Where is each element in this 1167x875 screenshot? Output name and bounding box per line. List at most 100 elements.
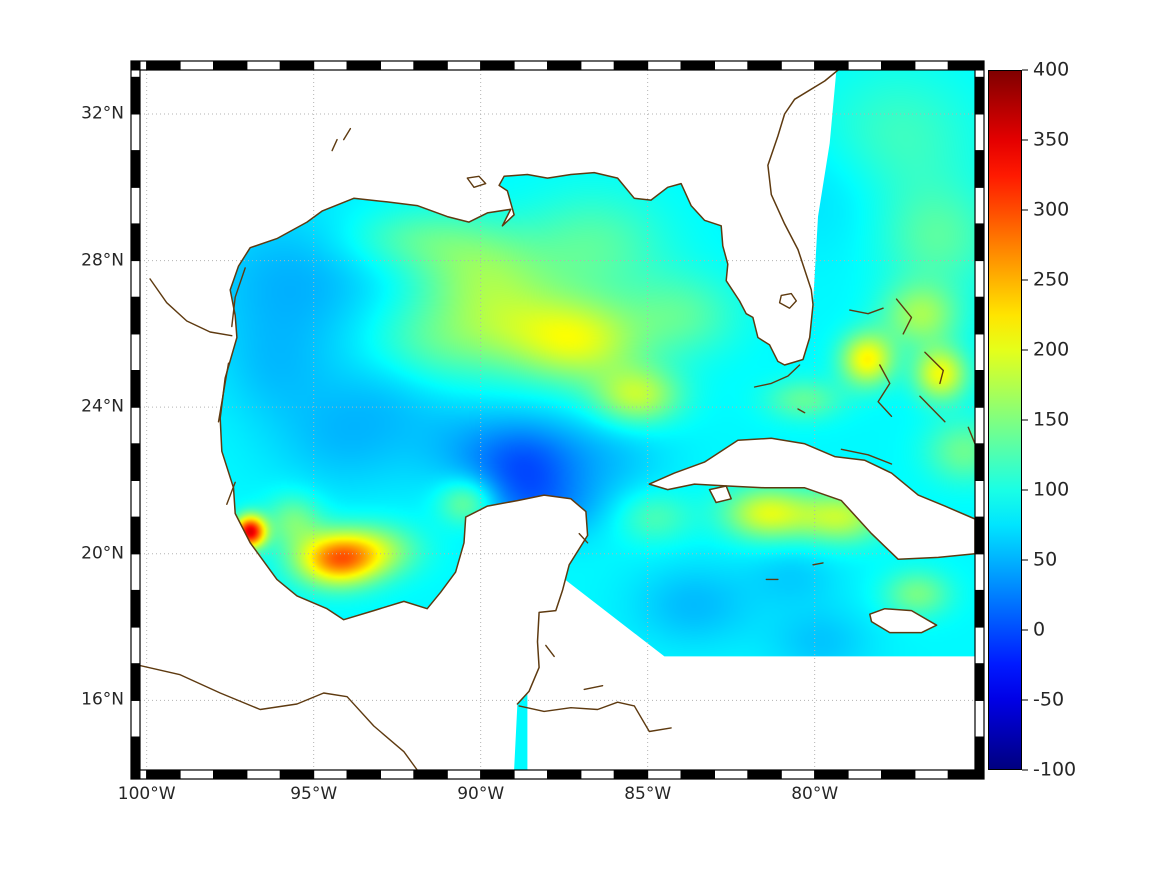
zebra-segment xyxy=(947,60,976,71)
colorbar-tick-label: 350 xyxy=(1033,128,1070,151)
zebra-segment xyxy=(613,769,649,780)
zebra-segment xyxy=(513,769,548,780)
zebra-segment xyxy=(130,260,141,298)
heatmap-canvas xyxy=(140,70,975,770)
zebra-segment xyxy=(179,769,215,780)
y-tick-label: 24°N xyxy=(81,396,124,417)
zebra-segment xyxy=(346,769,382,780)
colorbar-tick-mark xyxy=(1022,419,1028,421)
zebra-segment xyxy=(974,186,985,225)
zebra-segment xyxy=(974,589,985,628)
colorbar-tick-mark xyxy=(1022,349,1028,351)
colorbar-tick-label: -50 xyxy=(1033,688,1065,711)
zebra-segment xyxy=(139,769,148,780)
zebra-segment xyxy=(547,769,582,780)
zebra-segment xyxy=(480,60,515,71)
zebra-segment xyxy=(714,60,749,71)
x-tick-label: 85°W xyxy=(624,784,672,804)
zebra-segment xyxy=(580,769,615,780)
zebra-segment xyxy=(139,60,148,71)
zebra-segment xyxy=(814,60,849,71)
colorbar xyxy=(988,70,1022,770)
zebra-segment xyxy=(130,150,141,188)
zebra-segment xyxy=(130,60,141,71)
zebra-segment xyxy=(714,769,749,780)
zebra-segment xyxy=(780,60,816,71)
zebra-segment xyxy=(513,60,548,71)
zebra-segment xyxy=(213,769,248,780)
zebra-segment xyxy=(974,113,985,152)
zebra-segment xyxy=(130,186,141,225)
zebra-segment xyxy=(279,769,315,780)
colorbar-tick-mark xyxy=(1022,629,1028,631)
zebra-segment xyxy=(974,480,985,518)
zebra-segment xyxy=(974,406,985,445)
colorbar-tick-label: 50 xyxy=(1033,548,1058,571)
x-tick-label: 100°W xyxy=(117,784,176,804)
colorbar-tick-label: 100 xyxy=(1033,478,1070,501)
zebra-segment xyxy=(130,76,141,115)
zebra-segment xyxy=(847,769,882,780)
colorbar-tick-label: 150 xyxy=(1033,408,1070,431)
zebra-segment xyxy=(974,370,985,408)
zebra-segment xyxy=(974,60,985,71)
zebra-segment xyxy=(446,60,482,71)
zebra-segment xyxy=(279,60,315,71)
colorbar-tick-label: -100 xyxy=(1033,758,1077,781)
colorbar-tick-mark xyxy=(1022,139,1028,141)
zebra-segment xyxy=(480,769,515,780)
zebra-segment xyxy=(130,223,141,261)
zebra-segment xyxy=(881,769,916,780)
zebra-segment xyxy=(680,769,715,780)
x-tick-label: 90°W xyxy=(457,784,505,804)
zebra-segment xyxy=(974,769,985,780)
zebra-segment xyxy=(130,769,141,780)
zebra-segment xyxy=(130,663,141,701)
zebra-segment xyxy=(313,60,348,71)
zebra-segment xyxy=(146,769,181,780)
zebra-segment xyxy=(346,60,382,71)
y-tick-label: 32°N xyxy=(81,103,124,124)
zebra-segment xyxy=(130,333,141,371)
zebra-segment xyxy=(413,60,448,71)
colorbar-tick-mark xyxy=(1022,489,1028,491)
zebra-segment xyxy=(747,769,782,780)
zebra-segment xyxy=(146,60,181,71)
zebra-segment xyxy=(974,626,985,665)
zebra-segment xyxy=(547,60,582,71)
zebra-segment xyxy=(130,699,141,738)
colorbar-tick-mark xyxy=(1022,209,1028,211)
zebra-segment xyxy=(780,769,816,780)
zebra-segment xyxy=(974,516,985,555)
colorbar-tick-label: 250 xyxy=(1033,268,1070,291)
zebra-segment xyxy=(613,60,649,71)
colorbar-tick-label: 0 xyxy=(1033,618,1046,641)
zebra-segment xyxy=(413,769,448,780)
zebra-segment xyxy=(974,76,985,115)
zebra-segment xyxy=(380,60,415,71)
zebra-segment xyxy=(130,553,141,591)
zebra-segment xyxy=(246,60,281,71)
zebra-segment xyxy=(130,443,141,481)
zebra-segment xyxy=(580,60,615,71)
zebra-segment xyxy=(130,296,141,335)
zebra-segment xyxy=(246,769,281,780)
y-tick-label: 28°N xyxy=(81,250,124,271)
zebra-segment xyxy=(974,260,985,298)
zebra-segment xyxy=(130,626,141,665)
zebra-segment xyxy=(947,769,976,780)
zebra-segment xyxy=(130,480,141,518)
colorbar-tick-mark xyxy=(1022,279,1028,281)
zebra-segment xyxy=(974,150,985,188)
zebra-segment xyxy=(914,60,949,71)
zebra-segment xyxy=(814,769,849,780)
y-tick-label: 16°N xyxy=(81,689,124,710)
zebra-segment xyxy=(974,69,985,78)
zebra-segment xyxy=(213,60,248,71)
zebra-segment xyxy=(974,223,985,261)
zebra-segment xyxy=(974,663,985,701)
colorbar-tick-label: 400 xyxy=(1033,58,1070,81)
zebra-segment xyxy=(747,60,782,71)
x-tick-label: 95°W xyxy=(290,784,338,804)
zebra-segment xyxy=(974,736,985,771)
